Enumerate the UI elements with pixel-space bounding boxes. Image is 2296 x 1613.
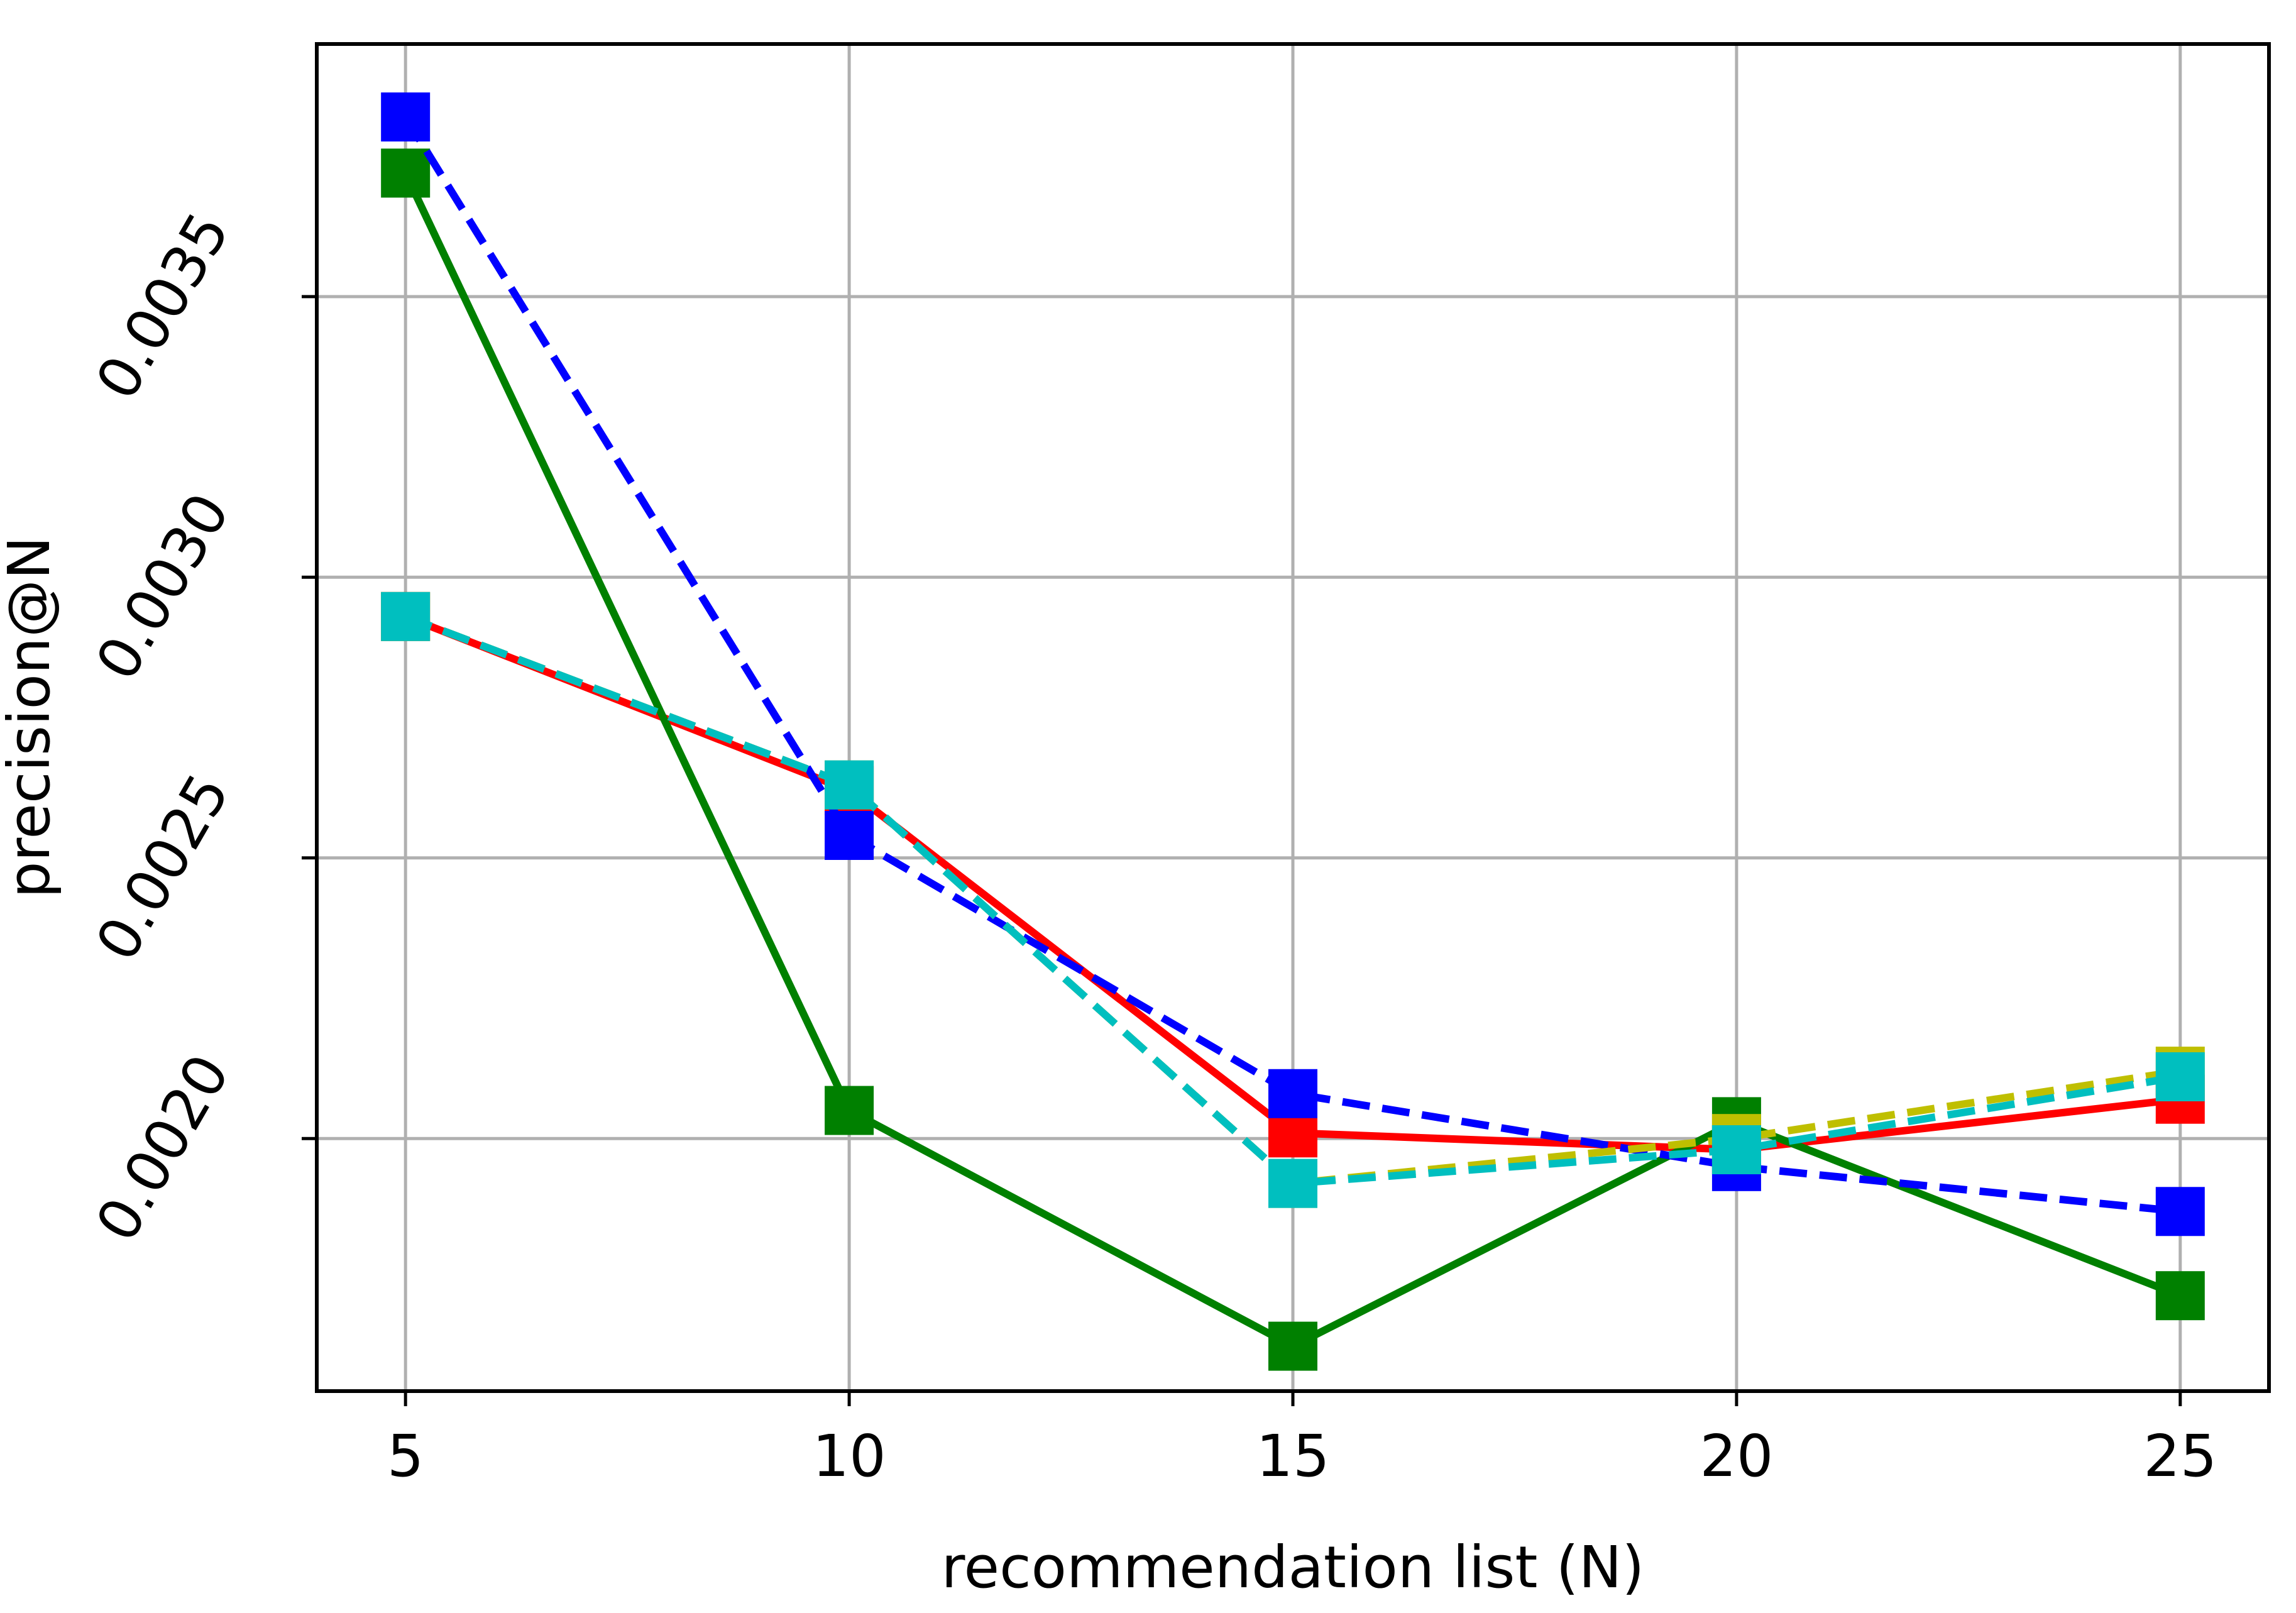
- x-axis-label: recommendation list (N): [942, 1534, 1645, 1601]
- series-3-point: [2155, 1187, 2205, 1236]
- series-2-point: [1268, 1321, 1317, 1371]
- y-tick-label: 0.0030: [83, 482, 243, 691]
- y-tick-label: 0.0025: [83, 763, 243, 972]
- series-line-3: [402, 114, 2181, 1216]
- series-3-point: [1268, 1069, 1317, 1118]
- series-layer: [381, 92, 2205, 1371]
- x-tick-label: 15: [1256, 1423, 1329, 1490]
- series-5-point: [1711, 1125, 1761, 1175]
- series-5-point: [381, 592, 431, 641]
- series-5-point: [2155, 1052, 2205, 1101]
- series-3-point: [381, 92, 431, 142]
- tick-layer: 5 10 15 20 25 0.0020 0.0025 0.0030 0.0035: [83, 202, 2217, 1490]
- y-tick-label: 0.0035: [83, 202, 243, 410]
- series-2-point: [381, 148, 431, 198]
- x-tick-label: 10: [813, 1423, 886, 1490]
- x-tick-label: 5: [387, 1423, 424, 1490]
- series-5-point: [1268, 1159, 1317, 1208]
- x-tick-label: 20: [1700, 1423, 1773, 1490]
- series-5-point: [825, 760, 874, 810]
- series-2-point: [825, 1086, 874, 1135]
- y-axis-label: precision@N: [0, 536, 63, 898]
- x-tick-label: 25: [2143, 1423, 2217, 1490]
- series-3-point: [825, 811, 874, 861]
- y-tick-label: 0.0020: [83, 1043, 243, 1252]
- series-2-point: [2155, 1271, 2205, 1321]
